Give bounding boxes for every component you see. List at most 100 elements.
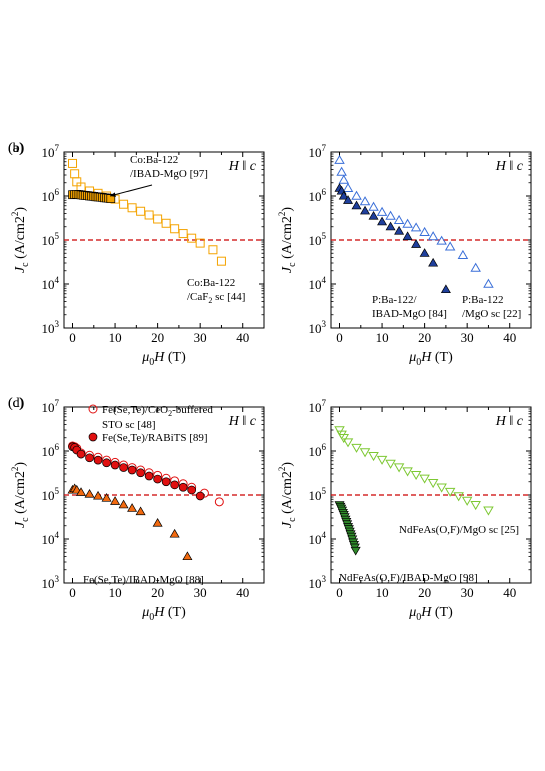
data-point (136, 468, 145, 478)
legend-label: Fe(Se,Te)/RABiTS [89] (102, 432, 208, 444)
data-point (70, 169, 80, 179)
data-point (216, 256, 226, 266)
annotation-text: /IBAD-MgO [97] (130, 168, 208, 180)
data-point (470, 501, 481, 511)
data-point (419, 248, 430, 257)
data-point (368, 201, 379, 211)
data-point (368, 452, 379, 462)
annotation-text: Co:Ba-122 (130, 154, 178, 166)
y-tick-label: 106 (309, 187, 327, 204)
y-tick-label: 104 (42, 530, 60, 547)
data-point (187, 485, 197, 495)
data-point (359, 448, 371, 458)
data-point (428, 257, 439, 267)
data-point (169, 528, 180, 538)
data-point (170, 480, 179, 490)
data-point (153, 214, 163, 224)
data-point (208, 245, 218, 255)
data-point (334, 154, 345, 164)
data-point (182, 551, 193, 561)
annotation-text: IBAD-MgO [84] (372, 308, 447, 320)
x-tick-label: 10 (376, 330, 389, 345)
panel-a: 0 10 20 30 40 103 104 105 106 107 (a) H ‖ c μ0H (T) J… (8, 141, 265, 368)
data-series (334, 501, 361, 556)
data-point (385, 210, 396, 220)
x-tick-label: 20 (151, 585, 164, 600)
y-tick-label: 105 (42, 231, 60, 248)
panel-label: (a) (8, 141, 24, 156)
data-point (457, 249, 469, 259)
x-axis-label: μ0H (T) (141, 605, 186, 623)
y-tick-label: 103 (309, 319, 327, 336)
data-point (85, 453, 94, 463)
x-tick-label: 20 (151, 330, 164, 345)
data-point (444, 487, 456, 497)
y-axis-label: Jc (A/cm22) (10, 207, 31, 273)
data-point (144, 210, 154, 220)
data-point (436, 483, 447, 493)
x-tick-label: 20 (418, 585, 431, 600)
annotation-text: Fe(Se,Te)/IBAD-MgO [88] (83, 574, 204, 586)
x-axis-label: μ0H (T) (141, 350, 186, 368)
annotation-arrow (109, 184, 153, 197)
field-orientation-label: H ‖ c (495, 414, 524, 429)
x-axis-label: μ0H (T) (408, 350, 453, 368)
panel-b: 0 10 20 30 40 103 104 105 106 107 (b) H ‖ c μ0H (T) J… (8, 141, 532, 368)
data-point (101, 493, 112, 502)
data-point (110, 460, 120, 470)
panel-label: (d) (8, 396, 25, 411)
data-point (136, 206, 146, 216)
x-tick-label: 40 (236, 330, 249, 345)
data-point (76, 487, 87, 496)
y-axis-label: Jc (A/cm22) (277, 207, 298, 273)
data-point (127, 465, 137, 475)
y-tick-label: 103 (42, 319, 60, 336)
data-point (336, 166, 347, 176)
data-point (351, 190, 362, 200)
data-point (338, 190, 349, 200)
data-point (411, 239, 422, 248)
data-point (360, 205, 371, 215)
x-tick-label: 0 (69, 330, 76, 345)
data-point (214, 497, 224, 507)
data-point (178, 229, 188, 239)
legend-label: Fe(Se,Te)/CeO2-buffered (102, 404, 213, 418)
data-series (334, 183, 451, 294)
data-point (195, 238, 205, 248)
data-series (68, 190, 116, 204)
arrow-head (110, 192, 116, 197)
annotation-text: /CaF2 sc [44] (187, 291, 245, 305)
data-point (376, 455, 388, 465)
data-point (144, 471, 154, 481)
y-tick-label: 107 (42, 143, 60, 160)
panel-label: (c) (8, 396, 24, 411)
y-tick-label: 107 (309, 143, 327, 160)
annotation-text: NdFeAs(O,F)/IBAD-MgO [98] (339, 572, 478, 584)
field-orientation-label: H ‖ c (495, 159, 524, 174)
data-point (343, 195, 354, 204)
y-tick-label: 105 (309, 231, 327, 248)
data-point (106, 194, 116, 204)
data-point (377, 216, 388, 226)
data-point (350, 546, 361, 556)
data-point (483, 506, 494, 516)
data-point (338, 174, 350, 184)
data-point (385, 221, 396, 231)
y-tick-label: 106 (309, 442, 327, 459)
data-point (440, 284, 451, 294)
data-point (195, 491, 205, 501)
x-tick-label: 20 (418, 330, 431, 345)
field-orientation-label: H ‖ c (228, 159, 257, 174)
data-point (119, 463, 128, 472)
data-point (419, 226, 430, 236)
y-axis-label: Jc (A/cm22) (277, 462, 298, 528)
data-point (342, 438, 354, 448)
data-point (102, 458, 111, 468)
data-series (67, 483, 193, 561)
annotation-text: P:Ba-122 (462, 294, 504, 306)
data-point (351, 443, 362, 453)
x-tick-label: 40 (503, 330, 516, 345)
data-point (119, 199, 129, 209)
y-tick-label: 104 (309, 530, 327, 547)
